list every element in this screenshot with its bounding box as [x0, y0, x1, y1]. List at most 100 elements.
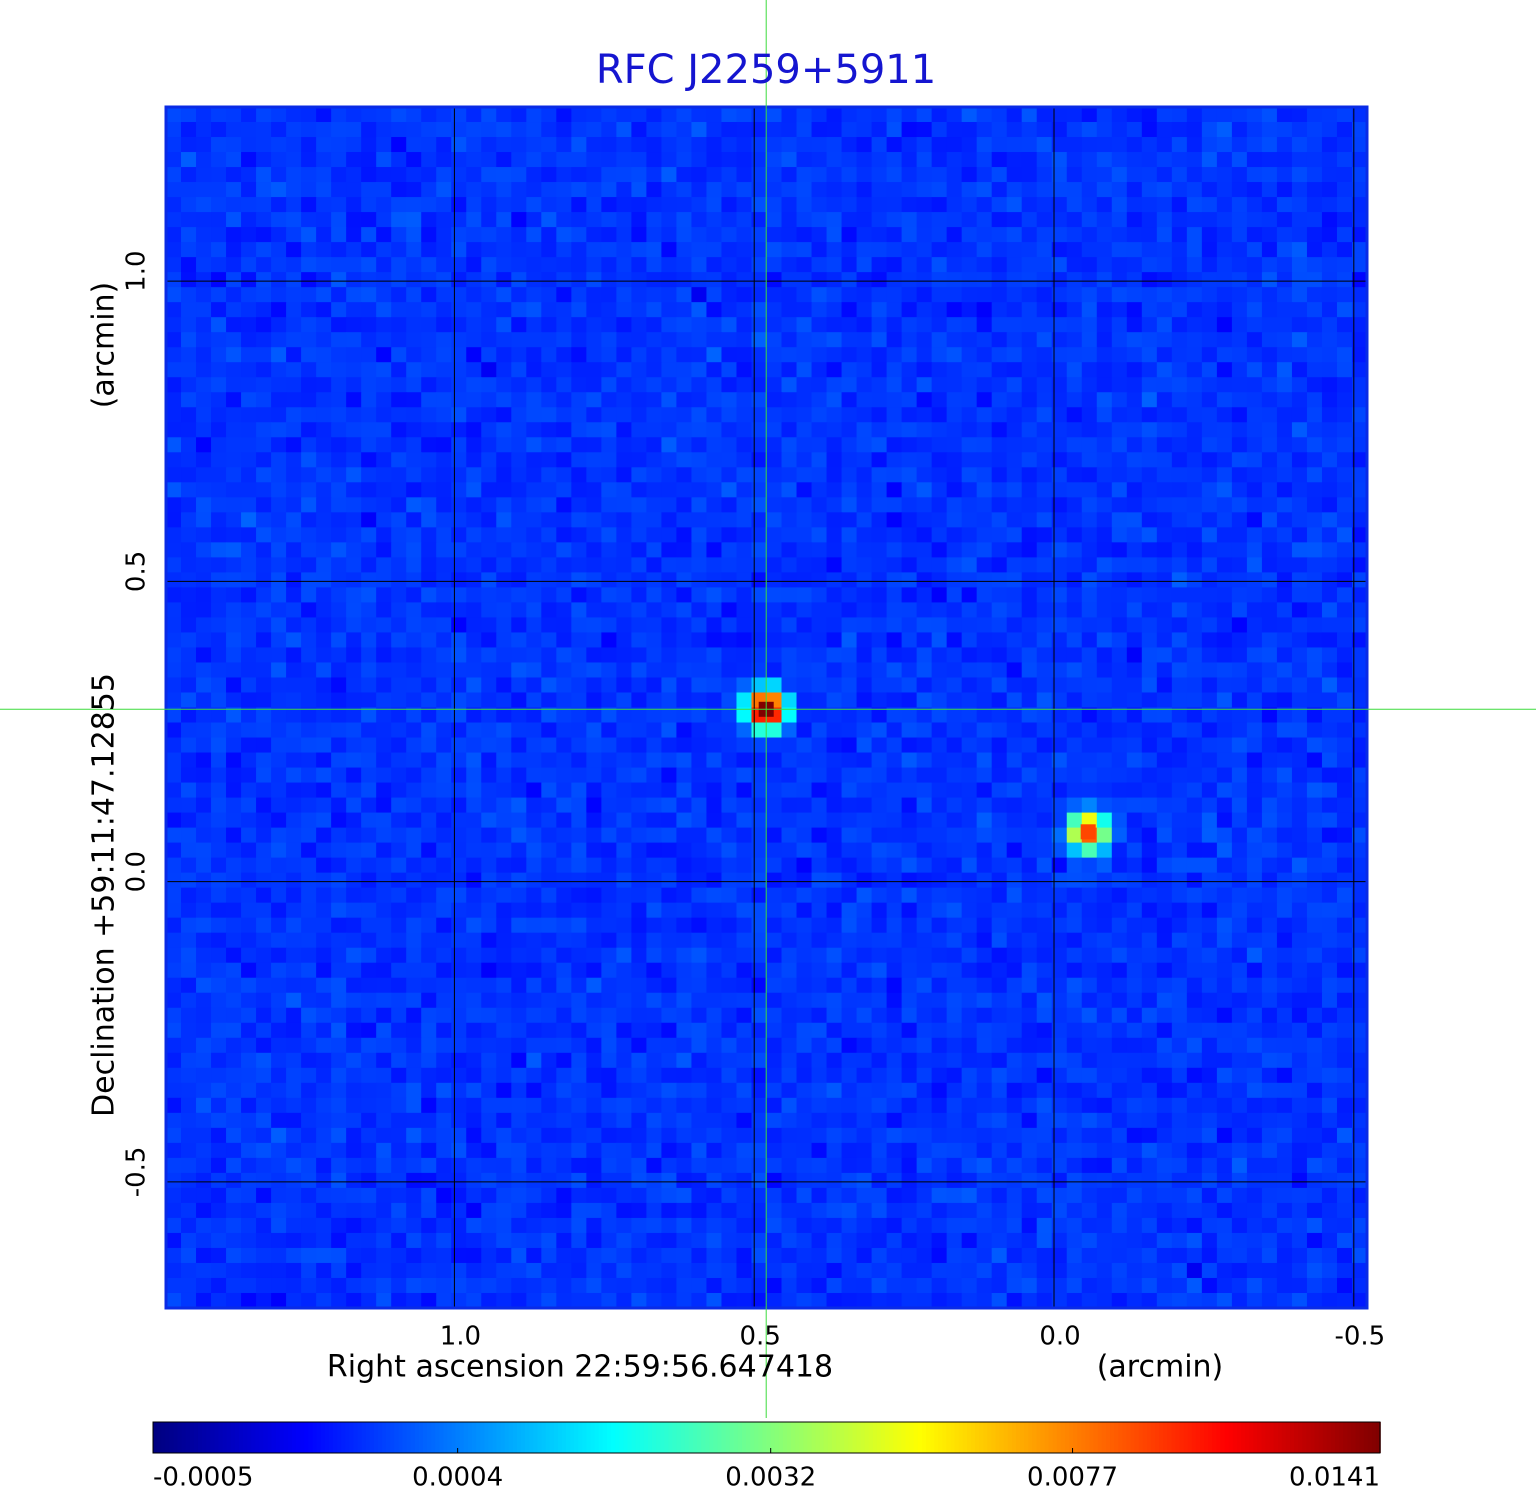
pixel [616, 782, 632, 799]
pixel [1261, 527, 1278, 543]
pixel [1216, 482, 1233, 498]
pixel [226, 962, 242, 979]
pixel [361, 872, 377, 889]
pixel [811, 422, 828, 438]
pixel [1306, 947, 1323, 964]
pixel [676, 842, 693, 859]
pixel [541, 107, 557, 123]
pixel [1096, 857, 1113, 874]
pixel [1111, 812, 1128, 829]
pixel [331, 272, 347, 288]
pixel [976, 497, 993, 513]
pixel [436, 467, 452, 483]
pixel [511, 122, 527, 138]
pixel [1291, 887, 1308, 904]
pixel [451, 302, 467, 318]
pixel [796, 857, 813, 874]
pixel [886, 677, 903, 694]
pixel [286, 617, 302, 634]
pixel [766, 212, 783, 228]
pixel [571, 812, 587, 829]
pixel [1141, 527, 1158, 543]
pixel [796, 317, 813, 333]
pixel [466, 977, 482, 994]
pixel [1081, 662, 1098, 679]
pixel [301, 227, 317, 243]
pixel [961, 917, 978, 934]
pixel [1321, 287, 1338, 303]
pixel [466, 437, 482, 453]
pixel [1021, 527, 1038, 543]
pixel [346, 392, 362, 408]
pixel [961, 482, 978, 498]
pixel [541, 122, 557, 138]
pixel [1351, 542, 1368, 558]
pixel [1066, 827, 1083, 844]
pixel [241, 212, 257, 228]
pixel [181, 362, 197, 378]
pixel [1246, 677, 1263, 694]
pixel [181, 197, 197, 213]
pixel [226, 377, 242, 393]
pixel [691, 707, 708, 724]
pixel [1186, 272, 1203, 288]
pixel [1096, 722, 1113, 739]
pixel [1081, 212, 1098, 228]
pixel [841, 182, 858, 198]
pixel [961, 902, 978, 919]
pixel [451, 1007, 467, 1024]
pixel [601, 602, 617, 619]
pixel [721, 197, 738, 213]
pixel [166, 782, 182, 799]
pixel [1186, 572, 1203, 588]
pixel [1216, 137, 1233, 153]
pixel [691, 527, 708, 543]
pixel [631, 287, 647, 303]
pixel [871, 587, 888, 604]
pixel [196, 347, 212, 363]
pixel [961, 512, 978, 528]
pixel [496, 302, 512, 318]
pixel [1066, 707, 1083, 724]
pixel [196, 992, 212, 1009]
pixel [1291, 527, 1308, 543]
pixel [1036, 932, 1053, 949]
pixel [1261, 137, 1278, 153]
pixel [1201, 287, 1218, 303]
pixel [736, 737, 753, 754]
pixel [1126, 797, 1143, 814]
pixel [781, 917, 798, 934]
pixel [616, 107, 632, 123]
pixel [601, 167, 617, 183]
pixel [706, 587, 723, 604]
pixel [691, 557, 708, 573]
pixel [1171, 122, 1188, 138]
pixel [676, 347, 693, 363]
pixel [1321, 992, 1338, 1009]
pixel [211, 347, 227, 363]
pixel [346, 362, 362, 378]
pixel [1126, 227, 1143, 243]
pixel [721, 1007, 738, 1024]
pixel [1141, 932, 1158, 949]
pixel [691, 122, 708, 138]
pixel [181, 272, 197, 288]
pixel [916, 287, 933, 303]
pixel [1096, 242, 1113, 258]
pixel [931, 137, 948, 153]
pixel [271, 317, 287, 333]
pixel [1216, 452, 1233, 468]
pixel [481, 257, 497, 273]
pixel [436, 272, 452, 288]
pixel [241, 242, 257, 258]
pixel [1036, 422, 1053, 438]
pixel [1231, 842, 1248, 859]
pixel [1126, 122, 1143, 138]
pixel [1141, 632, 1158, 649]
pixel [271, 602, 287, 619]
pixel [496, 407, 512, 423]
pixel [616, 392, 632, 408]
pixel [1081, 482, 1098, 498]
pixel [691, 467, 708, 483]
pixel [286, 347, 302, 363]
